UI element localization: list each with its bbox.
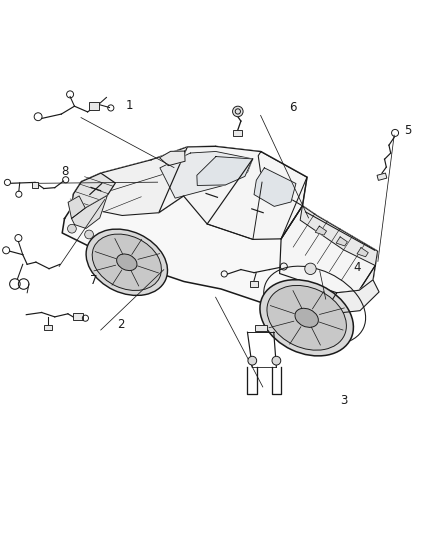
Circle shape <box>305 263 316 274</box>
Polygon shape <box>254 168 296 206</box>
Ellipse shape <box>295 308 318 327</box>
Ellipse shape <box>117 254 137 271</box>
Polygon shape <box>357 248 368 257</box>
Polygon shape <box>68 196 85 219</box>
FancyBboxPatch shape <box>73 313 83 320</box>
Polygon shape <box>258 151 307 206</box>
Polygon shape <box>159 151 185 166</box>
Polygon shape <box>71 173 115 208</box>
Polygon shape <box>300 206 378 265</box>
Polygon shape <box>79 147 187 215</box>
Circle shape <box>272 356 281 365</box>
Polygon shape <box>71 196 107 229</box>
FancyBboxPatch shape <box>44 325 52 330</box>
Ellipse shape <box>260 280 353 356</box>
Text: 6: 6 <box>289 101 297 115</box>
FancyBboxPatch shape <box>32 182 38 188</box>
Circle shape <box>248 356 257 365</box>
Polygon shape <box>160 151 253 198</box>
FancyBboxPatch shape <box>377 173 387 180</box>
Polygon shape <box>197 157 253 185</box>
Polygon shape <box>336 237 347 246</box>
Polygon shape <box>315 226 326 235</box>
Text: 8: 8 <box>61 165 68 177</box>
Circle shape <box>85 230 93 239</box>
Polygon shape <box>159 147 307 239</box>
Text: 1: 1 <box>125 99 133 112</box>
Polygon shape <box>279 206 378 293</box>
Polygon shape <box>332 280 379 313</box>
Ellipse shape <box>86 229 167 295</box>
Polygon shape <box>62 147 378 318</box>
Ellipse shape <box>267 286 346 350</box>
Circle shape <box>233 106 243 117</box>
Text: 2: 2 <box>117 318 124 331</box>
FancyBboxPatch shape <box>89 102 99 110</box>
FancyBboxPatch shape <box>250 281 258 287</box>
Circle shape <box>67 224 76 233</box>
Text: 4: 4 <box>353 261 361 274</box>
Text: 3: 3 <box>340 393 347 407</box>
Polygon shape <box>346 265 375 311</box>
Text: 5: 5 <box>405 124 412 137</box>
Text: 7: 7 <box>90 274 98 287</box>
FancyBboxPatch shape <box>255 325 266 331</box>
Ellipse shape <box>92 234 162 290</box>
FancyBboxPatch shape <box>233 130 242 136</box>
